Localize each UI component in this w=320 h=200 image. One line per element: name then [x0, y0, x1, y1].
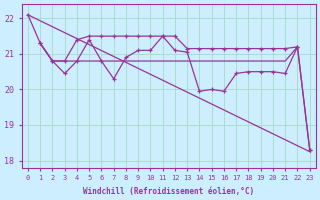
X-axis label: Windchill (Refroidissement éolien,°C): Windchill (Refroidissement éolien,°C) [83, 187, 254, 196]
